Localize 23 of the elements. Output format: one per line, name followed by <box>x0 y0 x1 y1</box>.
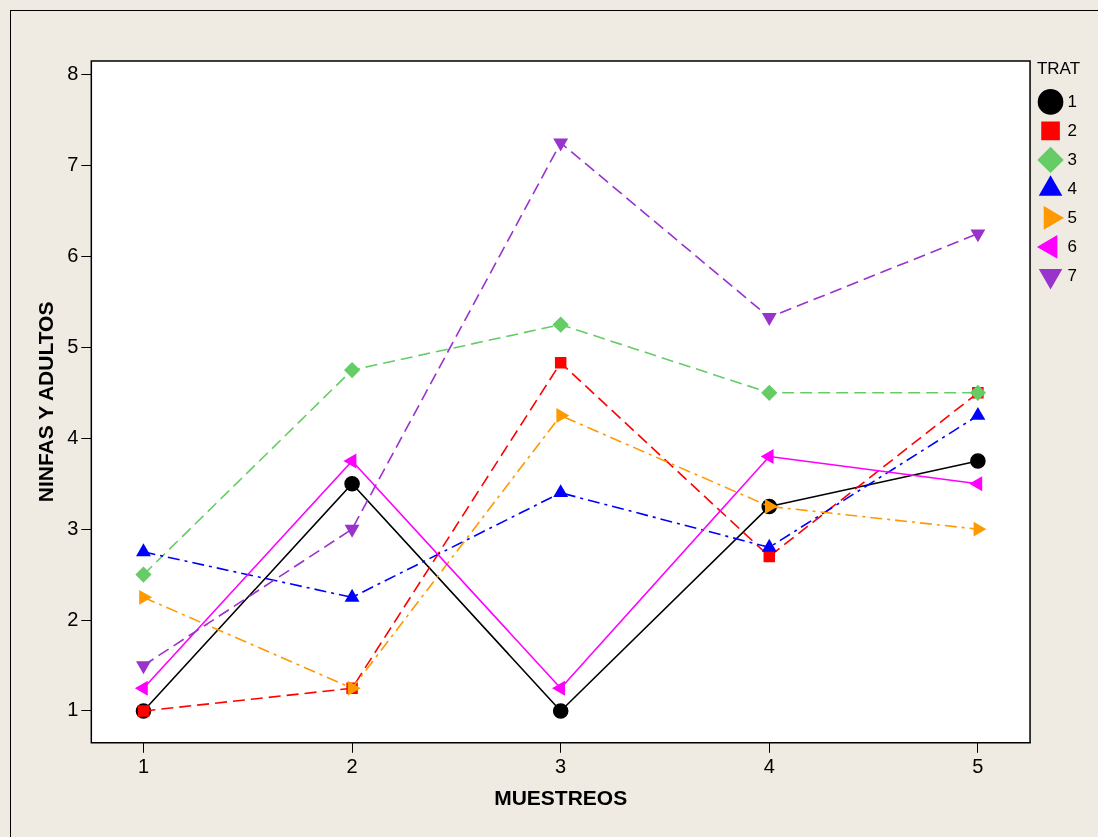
x-axis-title: MUESTREOS <box>494 786 628 810</box>
x-tick-label: 2 <box>346 755 358 778</box>
y-tick-label: 5 <box>67 334 79 357</box>
y-tick-label: 3 <box>67 516 79 539</box>
x-tick-label: 3 <box>555 755 567 778</box>
legend-label: 4 <box>1067 178 1078 198</box>
x-tick-label: 5 <box>972 755 984 778</box>
y-tick-label: 7 <box>67 153 79 176</box>
y-tick-label: 2 <box>67 607 79 630</box>
legend-title: TRAT <box>1036 59 1081 79</box>
legend-label: 1 <box>1067 91 1078 111</box>
x-tick-label: 1 <box>137 755 150 778</box>
y-tick-label: 1 <box>67 698 79 721</box>
legend-label: 2 <box>1067 120 1078 140</box>
legend-label: 3 <box>1067 149 1078 169</box>
legend-label: 6 <box>1067 236 1078 256</box>
legend-label: 5 <box>1067 207 1078 227</box>
legend-label: 7 <box>1067 265 1078 285</box>
y-tick-label: 8 <box>67 62 79 85</box>
y-axis-title: NINFAS Y ADULTOS <box>34 301 58 503</box>
y-tick-label: 6 <box>67 243 79 266</box>
y-tick-label: 4 <box>67 425 79 448</box>
x-tick-label: 4 <box>763 755 775 778</box>
